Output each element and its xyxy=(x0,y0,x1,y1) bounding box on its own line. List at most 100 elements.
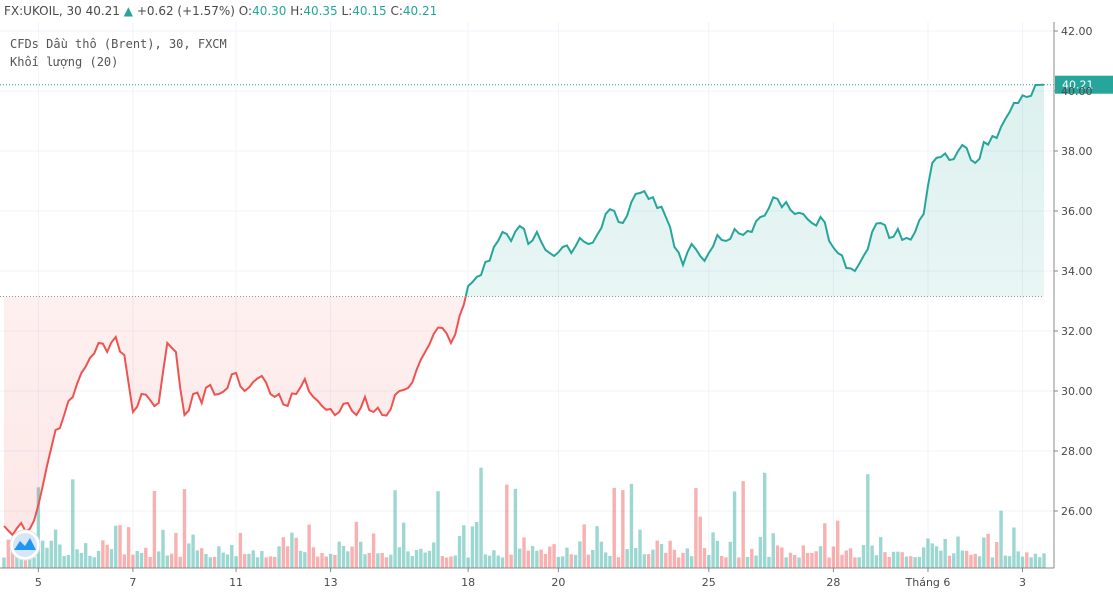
y-tick-label: 28.00 xyxy=(1061,445,1093,458)
volume-bar xyxy=(513,488,518,568)
x-tick-label: 13 xyxy=(324,576,338,589)
volume-bar xyxy=(573,554,578,568)
volume-bar xyxy=(771,533,775,568)
volume-bar xyxy=(316,556,320,568)
volume-bar xyxy=(118,525,122,568)
y-tick-label: 34.00 xyxy=(1061,265,1093,278)
volume-bar xyxy=(453,555,457,568)
volume-bar xyxy=(363,554,367,568)
volume-bar xyxy=(273,556,277,568)
volume-bar xyxy=(990,557,995,568)
volume-bar xyxy=(354,521,359,568)
volume-bar xyxy=(591,549,595,568)
cloud-logo-icon xyxy=(14,538,36,550)
volume-bar xyxy=(122,554,127,568)
volume-bar xyxy=(995,542,999,568)
volume-bar xyxy=(677,557,681,568)
volume-bar xyxy=(1033,553,1038,568)
volume-bar xyxy=(784,557,788,568)
volume-bar xyxy=(217,546,221,568)
volume-bar xyxy=(745,556,750,568)
volume-bar xyxy=(114,525,118,568)
volume-bar xyxy=(109,549,114,568)
volume-bar xyxy=(552,544,556,568)
volume-bar xyxy=(707,555,711,568)
logo-badge[interactable] xyxy=(9,529,41,561)
volume-bar xyxy=(432,542,436,568)
volume-bar xyxy=(638,529,642,568)
volume-bar xyxy=(204,554,208,568)
volume-bar xyxy=(522,537,526,568)
volume-bar xyxy=(887,556,891,568)
volume-bar xyxy=(840,554,844,568)
y-tick-label: 42.00 xyxy=(1061,25,1093,38)
symbol-header: FX:UKOIL, 30 40.21 ▲ +0.62 (+1.57%) O:40… xyxy=(4,4,437,18)
volume-bar xyxy=(608,555,612,568)
volume-bar xyxy=(857,557,861,568)
volume-bar xyxy=(818,546,823,568)
volume-bar xyxy=(788,552,793,568)
volume-bar xyxy=(470,526,475,568)
volume-bar xyxy=(702,547,707,568)
last-price-tag-label: 40.21 xyxy=(1062,79,1094,92)
volume-bar xyxy=(1038,557,1042,568)
volume-bar xyxy=(999,510,1003,568)
volume-bar xyxy=(337,541,341,568)
volume-bar xyxy=(161,529,165,568)
volume-bar xyxy=(960,550,965,568)
volume-bar xyxy=(131,554,135,568)
volume-bar xyxy=(264,557,268,568)
volume-bar xyxy=(797,557,801,568)
volume-bar xyxy=(634,547,638,568)
volume-bar xyxy=(548,546,552,568)
volume-bar xyxy=(750,548,754,568)
volume-bar xyxy=(625,549,629,568)
volume-bar xyxy=(221,552,225,568)
volume-bar xyxy=(956,536,960,568)
volume-bar xyxy=(711,532,715,568)
volume-bar xyxy=(603,552,608,568)
price-lines xyxy=(3,83,1045,537)
volume-bar xyxy=(780,547,784,568)
y-tick-label: 38.00 xyxy=(1061,145,1093,158)
volume-bar xyxy=(479,467,483,568)
volume-bar xyxy=(139,553,144,568)
volume-bar xyxy=(427,550,432,568)
volume-bar xyxy=(689,556,694,568)
volume-bar xyxy=(913,557,917,568)
volume-bar xyxy=(939,550,943,568)
volume-bar xyxy=(419,548,423,568)
volume-bar xyxy=(195,550,200,568)
volume-bar xyxy=(732,491,737,568)
volume-bar xyxy=(560,556,565,568)
volume-bar xyxy=(982,537,986,568)
volume-bar xyxy=(758,536,763,568)
volume-bar xyxy=(1020,556,1025,568)
volume-bar xyxy=(260,551,264,568)
volume-bar xyxy=(440,555,445,568)
volume-bar xyxy=(921,547,926,568)
volume-bar xyxy=(586,554,591,568)
high-value: 40.35 xyxy=(303,4,338,18)
volume-bar xyxy=(79,552,84,568)
volume-bar xyxy=(831,546,836,568)
volume-bar xyxy=(767,556,771,568)
volume-bar xyxy=(728,541,732,568)
volume-bar xyxy=(49,540,53,568)
y-tick-label: 40.00 xyxy=(1061,85,1093,98)
volume-bar xyxy=(964,550,969,568)
volume-bar xyxy=(664,552,668,568)
volume-bar xyxy=(1007,556,1012,568)
volume-bar xyxy=(475,521,479,568)
volume-bar xyxy=(1029,557,1033,568)
volume-bar xyxy=(15,552,19,568)
volume-bar xyxy=(66,554,71,568)
volume-bar xyxy=(148,556,152,568)
volume-bar xyxy=(277,546,281,568)
volume-bar xyxy=(152,490,157,568)
volume-bar xyxy=(255,557,260,568)
volume-bar xyxy=(157,551,161,568)
volume-bar xyxy=(543,553,548,568)
volume-bar xyxy=(500,557,505,568)
